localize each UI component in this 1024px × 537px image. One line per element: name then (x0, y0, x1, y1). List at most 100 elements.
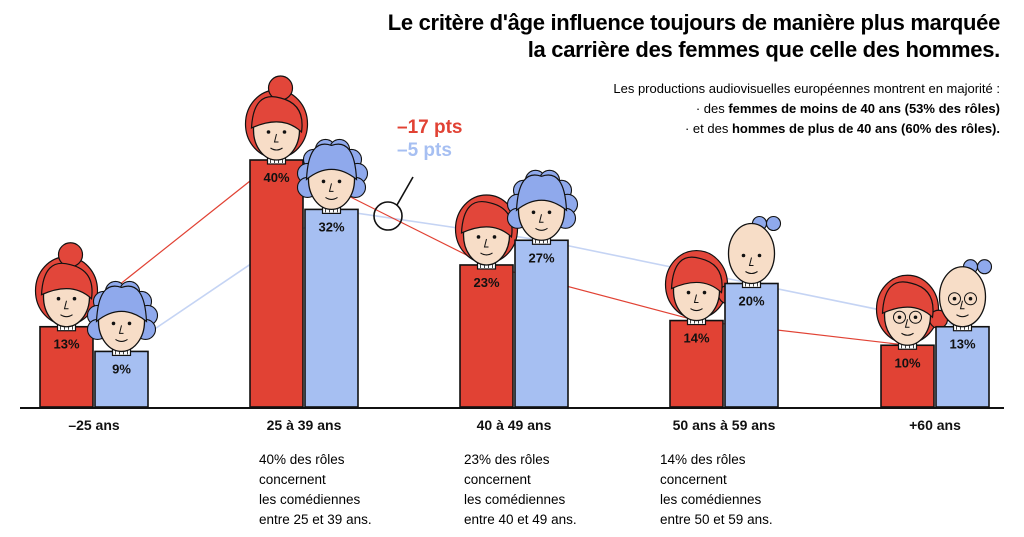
x-tick-label-4: +60 ans (909, 417, 961, 433)
men-figure-1-hair-front (305, 143, 358, 181)
women-drop-annotation: –17 pts (397, 117, 463, 138)
men-drop-annotation: –5 pts (397, 140, 452, 161)
men-figure-4-glasses-left (948, 292, 961, 306)
women-figure-3-mouth (690, 308, 703, 312)
drop-indicator-pointer (396, 176, 414, 206)
women-figure-0-eye-left (56, 296, 61, 301)
drop-indicator-circle (373, 201, 403, 231)
women-figure-2-mouth (480, 252, 493, 256)
women-figure-1-eye-left (266, 130, 271, 134)
bullet-women: · des femmes de moins de 40 ans (53% des… (696, 101, 1000, 116)
men-figure-3-eye-right (757, 253, 762, 258)
women-figure-4-nose (904, 319, 910, 328)
bullet-women-prefix: · des (695, 101, 729, 116)
x-tick-label-1: 25 à 39 ans (267, 417, 342, 433)
men-bar-2 (514, 239, 569, 408)
women-figure-3 (664, 249, 738, 326)
x-tick-label-3: 50 ans à 59 ans (673, 417, 776, 433)
note-50-59: 14% des rôles concernent les comédiennes… (660, 452, 773, 527)
men-figure-0-eye-left (111, 321, 116, 326)
women-figure-1-eye-right (282, 130, 287, 134)
men-figure-2-eye-right (547, 210, 552, 215)
bullet-men-highlight: hommes de plus de 40 ans (60% des rôles)… (731, 121, 1000, 136)
men-figure-3-hair-curl (765, 215, 782, 232)
men-figure-3-nose (748, 257, 754, 266)
men-figure-2-mouth (535, 227, 548, 231)
women-figure-0-mouth (60, 314, 73, 318)
women-bar-1 (249, 159, 304, 408)
men-bar-0 (94, 350, 149, 408)
note-40-49: 23% des rôles concernent les comédiennes… (464, 452, 577, 527)
women-figure-1-mouth (270, 147, 283, 151)
x-tick-label-0: –25 ans (68, 417, 120, 433)
men-figure-0-hair-front (95, 285, 148, 323)
women-value-label-1: 40% (263, 170, 289, 185)
men-value-label-3: 20% (738, 294, 764, 309)
men-figure-3-mouth (745, 271, 758, 275)
women-figure-3-eye-right (702, 290, 707, 295)
men-figure-1-nose (328, 183, 334, 192)
women-value-label-2: 23% (473, 275, 499, 290)
men-figure-2-nose (538, 214, 544, 223)
women-figure-2 (454, 194, 519, 270)
intro-text: Les productions audiovisuelles européenn… (613, 81, 1000, 96)
women-value-label-0: 13% (53, 337, 79, 352)
women-figure-4-eye-left (897, 315, 902, 320)
men-value-label-0: 9% (112, 361, 131, 376)
men-figure-4 (938, 259, 993, 332)
women-figure-4-eye-right (913, 315, 918, 320)
men-figure-4-nose (959, 300, 965, 310)
bullet-men-prefix: · et des (684, 121, 732, 136)
women-figure-0-eye-right (72, 296, 77, 301)
men-figure-2 (506, 169, 579, 245)
men-figure-0-eye-right (127, 321, 132, 326)
chart-title-line-1: Le critère d'âge influence toujours de m… (387, 10, 1001, 35)
men-figure-4-glasses-right (964, 292, 977, 306)
men-figure-2-eye-left (531, 210, 536, 215)
men-value-label-2: 27% (528, 250, 554, 265)
men-figure-1 (296, 138, 369, 214)
men-value-label-4: 13% (949, 337, 975, 352)
men-bar-3 (724, 282, 779, 408)
men-figure-1-mouth (325, 196, 338, 200)
women-figure-0 (34, 242, 99, 332)
men-figure-0-mouth (115, 338, 128, 342)
women-figure-2-eye-left (476, 235, 481, 239)
women-figure-4-glasses-left (893, 310, 906, 324)
women-figure-1-nose (273, 133, 279, 143)
men-figure-1-eye-right (337, 179, 342, 184)
women-figure-0-nose (63, 300, 69, 310)
men-figure-0 (86, 280, 159, 357)
men-figure-3-eye-left (741, 253, 746, 258)
bullet-women-highlight: femmes de moins de 40 ans (53% des rôles… (728, 101, 1000, 116)
men-figure-4-eye-left (952, 296, 957, 301)
men-figure-2-hair-front (515, 174, 568, 212)
men-figure-4-eye-right (968, 296, 973, 301)
women-figure-4-hair-front (881, 281, 934, 319)
women-figure-0-hair-front (40, 262, 93, 300)
women-figure-3-hair-front (670, 256, 723, 294)
men-figure-4-hair-curl (976, 259, 993, 275)
men-bar-4 (935, 325, 990, 408)
women-figure-4-glasses-right (909, 310, 922, 324)
men-figure-4-head (938, 266, 987, 328)
men-figure-0-nose (118, 325, 124, 334)
women-figure-4-mouth (901, 332, 914, 336)
men-figure-1-eye-left (321, 179, 326, 184)
women-figure-3-eye-left (686, 290, 691, 295)
men-value-label-1: 32% (318, 219, 344, 234)
women-figure-1-hair-front (250, 96, 303, 134)
men-bar-1 (304, 208, 359, 408)
note-25-39: 40% des rôles concernent les comédiennes… (259, 452, 372, 527)
women-figure-2-eye-right (492, 235, 497, 239)
men-figure-3 (727, 215, 782, 289)
women-figure-3-nose (693, 294, 699, 304)
women-figure-4 (875, 274, 949, 350)
women-figure-1 (244, 75, 309, 165)
men-figure-3-head (727, 222, 776, 285)
chart-title-line-2: la carrière des femmes que celle des hom… (527, 37, 1001, 62)
men-figure-4-mouth (956, 314, 969, 318)
women-value-label-3: 14% (683, 331, 709, 346)
women-value-label-4: 10% (894, 355, 920, 370)
